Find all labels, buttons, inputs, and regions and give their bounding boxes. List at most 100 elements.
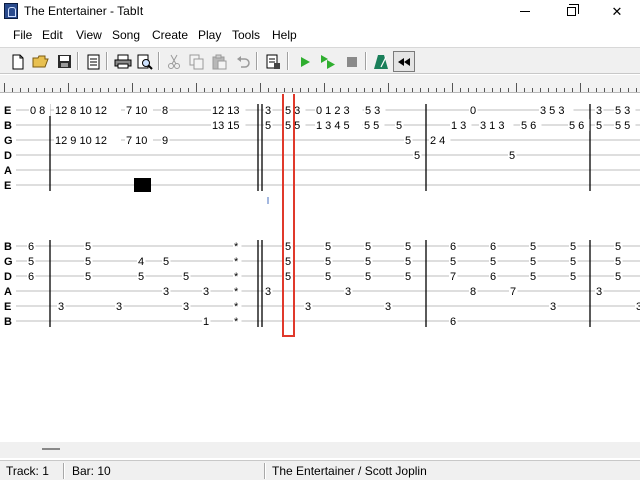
tab-note[interactable]: 5 — [265, 120, 271, 132]
menu-edit[interactable]: Edit — [42, 28, 63, 42]
tab-note[interactable]: * — [234, 301, 239, 313]
stop-button[interactable] — [341, 51, 363, 72]
tab-note[interactable]: 3 — [58, 301, 64, 313]
properties-button[interactable] — [82, 51, 104, 72]
tab-note[interactable]: 3 — [203, 286, 209, 298]
tab-note[interactable]: 5 — [325, 241, 331, 253]
tab-note[interactable]: 5 — [85, 241, 91, 253]
print-preview-button[interactable] — [134, 51, 156, 72]
tab-note[interactable]: 8 — [470, 286, 476, 298]
close-button[interactable]: ✕ — [594, 0, 640, 23]
tab-note[interactable]: 3 — [183, 301, 189, 313]
tab-note[interactable]: 3 — [596, 286, 602, 298]
tab-note[interactable]: 1 — [203, 316, 209, 328]
menu-song[interactable]: Song — [112, 28, 141, 42]
tab-note[interactable]: 5 — [570, 271, 576, 283]
tab-note[interactable]: 5 — [138, 271, 144, 283]
tab-note[interactable]: 5 — [365, 271, 371, 283]
tab-note[interactable]: 5 3 — [285, 105, 300, 117]
tab-note[interactable]: 3 — [550, 301, 556, 313]
tab-note[interactable]: 5 — [405, 256, 411, 268]
cursor-column[interactable] — [282, 94, 295, 337]
tab-note[interactable]: 5 — [405, 135, 411, 147]
metronome-button[interactable] — [370, 51, 392, 72]
tab-note[interactable]: 5 3 — [365, 105, 380, 117]
tab-note[interactable]: 5 — [414, 150, 420, 162]
tab-note[interactable]: 5 — [405, 271, 411, 283]
tab-note[interactable]: 6 — [490, 241, 496, 253]
tab-note[interactable]: 5 — [285, 271, 291, 283]
tab-note[interactable]: 5 6 — [521, 120, 536, 132]
tab-note[interactable]: 5 — [530, 271, 536, 283]
tab-note[interactable]: 13 15 — [212, 120, 240, 132]
tab-note[interactable]: 3 — [163, 286, 169, 298]
play-from-cursor-button[interactable] — [317, 51, 339, 72]
ruler[interactable] — [0, 75, 640, 93]
tab-note[interactable]: 5 — [285, 241, 291, 253]
tab-note[interactable]: 9 — [162, 135, 168, 147]
tab-note[interactable]: 5 — [570, 256, 576, 268]
tab-note[interactable]: 4 — [138, 256, 144, 268]
tab-note[interactable]: 5 — [85, 271, 91, 283]
cut-button[interactable] — [163, 51, 185, 72]
tab-note[interactable]: 5 — [183, 271, 189, 283]
tab-note[interactable]: 3 — [596, 105, 602, 117]
tab-note[interactable]: 5 — [570, 241, 576, 253]
tab-note[interactable]: 12 8 10 12 — [55, 105, 107, 117]
tab-note[interactable]: 7 10 — [126, 135, 147, 147]
tab-note[interactable]: 7 10 — [126, 105, 147, 117]
tab-note[interactable]: 5 — [325, 256, 331, 268]
menu-view[interactable]: View — [76, 28, 102, 42]
tab-note[interactable]: 5 5 — [285, 120, 300, 132]
tab-note[interactable]: * — [234, 241, 239, 253]
tab-note[interactable]: 5 — [615, 241, 621, 253]
tab-note[interactable]: 3 — [345, 286, 351, 298]
tab-note[interactable]: 1 3 — [451, 120, 466, 132]
tab-note[interactable]: 5 — [490, 256, 496, 268]
tab-note[interactable]: 5 — [530, 256, 536, 268]
tab-note[interactable]: 5 3 — [615, 105, 630, 117]
tab-note[interactable]: 5 — [615, 271, 621, 283]
tab-note[interactable]: 3 — [265, 286, 271, 298]
print-button[interactable] — [112, 51, 134, 72]
tab-note[interactable]: 5 — [365, 256, 371, 268]
tab-note[interactable]: 3 — [636, 301, 640, 313]
tab-note[interactable]: 5 — [596, 120, 602, 132]
copy-button[interactable] — [186, 51, 208, 72]
tab-note[interactable]: 5 — [450, 256, 456, 268]
tab-note[interactable]: 3 — [265, 105, 271, 117]
tab-note[interactable]: 3 5 3 — [540, 105, 564, 117]
tab-note[interactable]: 5 — [530, 241, 536, 253]
tab-note[interactable]: 2 4 — [430, 135, 445, 147]
tab-note[interactable]: 1 3 4 5 — [316, 120, 350, 132]
tab-note[interactable]: 6 — [490, 271, 496, 283]
menu-tools[interactable]: Tools — [232, 28, 261, 42]
tab-note[interactable]: 6 — [28, 271, 34, 283]
tab-note[interactable]: 3 — [305, 301, 311, 313]
new-button[interactable] — [7, 51, 29, 72]
open-button[interactable] — [30, 51, 52, 72]
tab-note[interactable]: * — [234, 256, 239, 268]
rewind-button[interactable] — [393, 51, 415, 72]
tab-note[interactable]: * — [234, 271, 239, 283]
menu-play[interactable]: Play — [198, 28, 222, 42]
undo-button[interactable] — [232, 51, 254, 72]
tab-note[interactable]: 5 — [509, 150, 515, 162]
minimize-button[interactable] — [502, 0, 548, 23]
tab-note[interactable]: 0 8 — [30, 105, 45, 117]
tab-note[interactable]: 3 — [385, 301, 391, 313]
paste-button[interactable] — [209, 51, 231, 72]
tab-note[interactable]: 5 — [285, 256, 291, 268]
restore-button[interactable] — [548, 0, 594, 23]
menu-file[interactable]: File — [13, 28, 33, 42]
tab-note[interactable]: * — [234, 316, 239, 328]
tab-note[interactable]: 5 — [85, 256, 91, 268]
tab-note[interactable]: * — [234, 286, 239, 298]
tab-note[interactable]: 12 9 10 12 — [55, 135, 107, 147]
tab-note[interactable]: 3 1 3 — [480, 120, 504, 132]
tab-note[interactable]: 8 — [162, 105, 168, 117]
tab-note[interactable]: 0 1 2 3 — [316, 105, 350, 117]
tab-note[interactable]: 5 — [28, 256, 34, 268]
